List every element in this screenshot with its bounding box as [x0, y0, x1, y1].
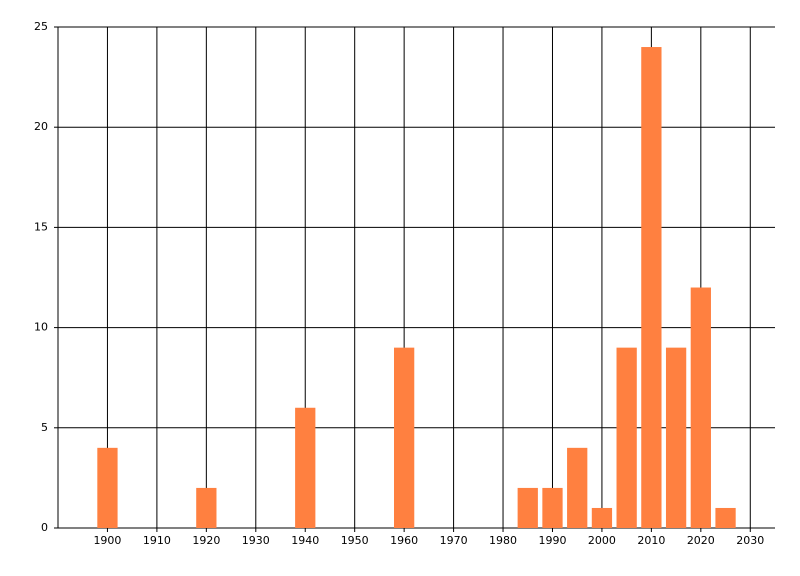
- bar: [715, 507, 736, 528]
- bar: [517, 487, 538, 528]
- y-tick-label: 10: [34, 321, 48, 334]
- bar: [295, 407, 316, 528]
- y-tick-label: 5: [41, 421, 48, 434]
- bar: [394, 347, 415, 528]
- y-tick-label: 15: [34, 220, 48, 233]
- bar: [567, 447, 588, 528]
- x-tick-label: 2030: [736, 534, 764, 547]
- bar: [196, 487, 217, 528]
- bar: [690, 287, 711, 528]
- x-tick-label: 1920: [192, 534, 220, 547]
- x-tick-label: 1970: [440, 534, 468, 547]
- x-tick-label: 2000: [588, 534, 616, 547]
- bar: [97, 447, 118, 528]
- x-tick-label: 1990: [538, 534, 566, 547]
- bar: [641, 47, 662, 528]
- bar: [665, 347, 687, 528]
- x-tick-label: 1980: [489, 534, 517, 547]
- x-tick-label: 1960: [390, 534, 418, 547]
- x-tick-label: 1940: [291, 534, 319, 547]
- x-tick-label: 1930: [242, 534, 270, 547]
- x-tick-label: 1910: [143, 534, 171, 547]
- bar: [616, 347, 637, 528]
- x-tick-label: 1950: [341, 534, 369, 547]
- x-tick-label: 2020: [687, 534, 715, 547]
- bar: [591, 507, 613, 528]
- bar: [542, 487, 563, 528]
- x-tick-label: 1900: [93, 534, 121, 547]
- x-tick-label: 2010: [637, 534, 665, 547]
- y-tick-label: 20: [34, 120, 48, 133]
- y-tick-label: 25: [34, 20, 48, 33]
- y-tick-label: 0: [41, 521, 48, 534]
